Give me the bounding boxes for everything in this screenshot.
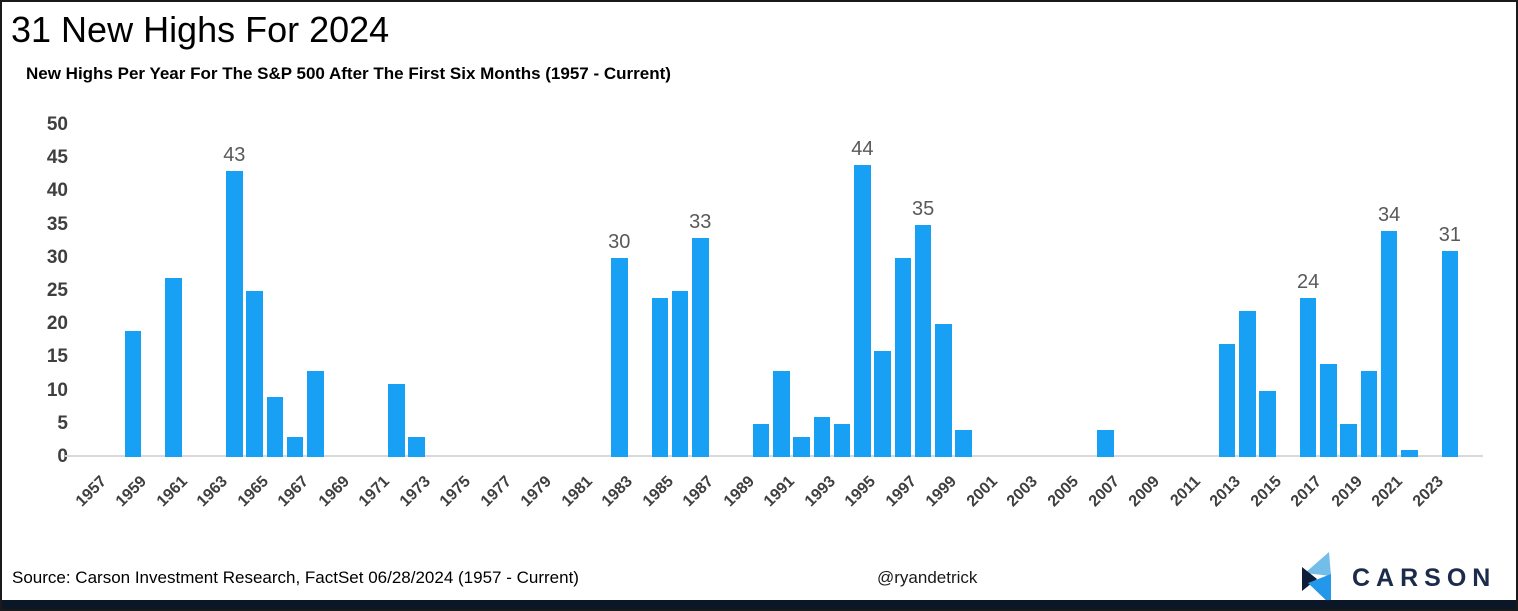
y-tick-label: 20 <box>46 313 68 335</box>
y-tick-label: 35 <box>46 213 68 235</box>
bar <box>1340 423 1357 457</box>
y-tick-label: 15 <box>46 346 68 368</box>
bar <box>246 291 263 457</box>
bar <box>854 164 871 457</box>
y-tick-label: 5 <box>57 412 68 434</box>
bar <box>307 370 324 457</box>
y-tick-label: 45 <box>46 147 68 169</box>
x-tick-label: 2017 <box>1287 473 1326 511</box>
x-tick-label: 2007 <box>1085 473 1123 511</box>
x-tick-label: 1975 <box>437 473 475 511</box>
x-tick-label: 1981 <box>558 473 596 511</box>
carson-logo-icon <box>1302 552 1331 605</box>
x-tick-label: 1999 <box>923 473 961 511</box>
bar <box>1320 364 1337 457</box>
x-tick-label: 2013 <box>1206 473 1245 511</box>
bar <box>1239 310 1256 457</box>
bar <box>894 257 912 457</box>
bar <box>388 383 405 457</box>
x-tick-label: 2005 <box>1044 473 1082 511</box>
x-tick-label: 1969 <box>315 473 353 511</box>
bar <box>124 330 142 457</box>
bar <box>955 430 972 457</box>
x-tick-label: 1991 <box>761 473 799 511</box>
bar-value-label: 24 <box>1296 270 1320 293</box>
y-tick-label: 10 <box>46 379 68 401</box>
x-tick-label: 2009 <box>1125 473 1164 511</box>
bar <box>752 423 770 457</box>
bar-value-label: 35 <box>912 197 935 220</box>
bar-value-label: 34 <box>1378 204 1401 227</box>
x-tick-label: 1985 <box>639 473 677 511</box>
x-tick-label: 1971 <box>355 473 394 511</box>
bar <box>1380 231 1398 457</box>
x-tick-label: 2021 <box>1368 473 1407 511</box>
bar <box>165 277 182 457</box>
bar <box>874 350 891 457</box>
x-tick-label: 1963 <box>193 473 232 511</box>
bar <box>793 437 810 457</box>
bar <box>611 257 628 457</box>
x-tick-label: 1967 <box>274 473 313 511</box>
x-tick-label: 1977 <box>477 473 515 511</box>
y-tick-label: 0 <box>57 446 68 467</box>
x-tick-label: 1957 <box>72 473 110 511</box>
chart-subtitle: New Highs Per Year For The S&P 500 After… <box>26 64 671 83</box>
x-tick-label: 1989 <box>720 473 758 511</box>
x-tick-label: 1979 <box>518 473 556 511</box>
x-tick-label: 2011 <box>1166 473 1204 510</box>
bar-value-label: 31 <box>1438 224 1462 247</box>
x-tick-label: 1987 <box>680 473 718 511</box>
x-tick-label: 1995 <box>842 473 880 511</box>
bar <box>1401 450 1418 457</box>
bar-value-label: 30 <box>608 230 631 253</box>
x-tick-label: 1997 <box>882 473 920 511</box>
bottom-accent-bar <box>2 600 1516 609</box>
carson-logo: CARSON <box>1301 552 1511 606</box>
y-tick-label: 40 <box>46 180 68 202</box>
twitter-handle: @ryandetrick <box>877 568 978 587</box>
bar-value-label: 43 <box>223 144 246 167</box>
x-tick-label: 1959 <box>112 473 151 511</box>
bar <box>773 370 790 457</box>
x-tick-label: 2023 <box>1409 473 1447 511</box>
page-title: 31 New Highs For 2024 <box>11 9 390 50</box>
y-tick-label: 30 <box>46 246 68 268</box>
bar <box>1097 430 1114 457</box>
x-tick-label: 1965 <box>234 473 272 511</box>
bar <box>651 297 669 457</box>
source-note: Source: Carson Investment Research, Fact… <box>12 568 579 587</box>
bar <box>935 324 952 457</box>
bar <box>286 437 304 457</box>
x-tick-label: 2015 <box>1247 473 1285 511</box>
bar <box>1441 251 1459 457</box>
x-tick-label: 2019 <box>1328 473 1366 511</box>
bar <box>692 237 709 457</box>
y-tick-label: 25 <box>46 280 68 301</box>
y-tick-label: 50 <box>46 114 68 135</box>
x-tick-label: 1973 <box>396 473 434 511</box>
bar <box>671 291 689 457</box>
bar <box>833 423 851 457</box>
bar <box>1299 297 1317 457</box>
bar <box>914 224 932 457</box>
x-tick-label: 2003 <box>1004 473 1042 511</box>
x-tick-label: 1993 <box>801 473 839 511</box>
bar-value-label: 44 <box>851 137 874 160</box>
bar <box>1360 370 1378 457</box>
x-tick-label: 2001 <box>963 473 1001 511</box>
bar <box>408 437 425 457</box>
bar <box>1218 344 1236 457</box>
x-tick-label: 1961 <box>153 473 191 511</box>
bar <box>813 417 831 457</box>
bar-value-label: 33 <box>689 210 712 233</box>
bar <box>1259 390 1276 457</box>
brand-name: CARSON <box>1352 564 1497 592</box>
x-tick-label: 1983 <box>599 473 637 511</box>
bar <box>226 171 243 457</box>
bar <box>266 397 284 457</box>
